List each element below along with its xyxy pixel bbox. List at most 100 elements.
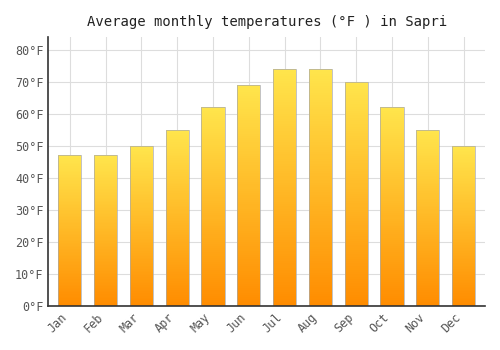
- Bar: [166, 294, 189, 295]
- Bar: [166, 262, 189, 264]
- Bar: [308, 244, 332, 247]
- Bar: [94, 270, 118, 271]
- Bar: [273, 199, 296, 202]
- Bar: [202, 199, 224, 201]
- Bar: [308, 247, 332, 249]
- Bar: [416, 202, 440, 204]
- Bar: [273, 86, 296, 88]
- Bar: [416, 253, 440, 255]
- Bar: [202, 282, 224, 284]
- Bar: [130, 146, 153, 147]
- Bar: [273, 95, 296, 98]
- Bar: [344, 216, 368, 218]
- Bar: [452, 269, 475, 271]
- Bar: [94, 169, 118, 170]
- Bar: [58, 164, 82, 166]
- Bar: [166, 216, 189, 218]
- Bar: [416, 212, 440, 214]
- Bar: [166, 179, 189, 181]
- Bar: [452, 188, 475, 189]
- Bar: [166, 198, 189, 200]
- Bar: [452, 224, 475, 226]
- Bar: [452, 301, 475, 303]
- Bar: [308, 119, 332, 121]
- Bar: [380, 294, 404, 296]
- Bar: [273, 223, 296, 225]
- Bar: [94, 271, 118, 273]
- Bar: [202, 143, 224, 145]
- Bar: [166, 301, 189, 302]
- Bar: [130, 266, 153, 267]
- Bar: [202, 179, 224, 181]
- Bar: [202, 258, 224, 260]
- Bar: [237, 275, 260, 277]
- Bar: [130, 237, 153, 239]
- Bar: [94, 172, 118, 174]
- Bar: [380, 141, 404, 143]
- Bar: [273, 249, 296, 251]
- Bar: [166, 271, 189, 272]
- Bar: [380, 224, 404, 226]
- Bar: [452, 152, 475, 154]
- Bar: [166, 181, 189, 183]
- Bar: [452, 277, 475, 279]
- Bar: [380, 211, 404, 212]
- Bar: [452, 184, 475, 186]
- Bar: [94, 155, 118, 157]
- Bar: [130, 269, 153, 271]
- Bar: [166, 292, 189, 294]
- Bar: [166, 304, 189, 306]
- Bar: [130, 304, 153, 306]
- Bar: [202, 169, 224, 171]
- Bar: [94, 225, 118, 226]
- Bar: [416, 169, 440, 170]
- Bar: [58, 232, 82, 234]
- Bar: [58, 279, 82, 280]
- Bar: [130, 255, 153, 256]
- Bar: [130, 267, 153, 269]
- Bar: [344, 95, 368, 98]
- Bar: [130, 175, 153, 176]
- Bar: [130, 231, 153, 232]
- Bar: [166, 195, 189, 197]
- Bar: [202, 246, 224, 248]
- Bar: [308, 199, 332, 202]
- Bar: [237, 264, 260, 266]
- Bar: [308, 218, 332, 220]
- Bar: [452, 216, 475, 218]
- Bar: [308, 254, 332, 256]
- Bar: [452, 290, 475, 292]
- Bar: [344, 277, 368, 279]
- Bar: [58, 283, 82, 285]
- Bar: [380, 234, 404, 236]
- Bar: [308, 235, 332, 237]
- Bar: [308, 100, 332, 102]
- Bar: [380, 240, 404, 242]
- Bar: [344, 120, 368, 122]
- Bar: [380, 236, 404, 238]
- Bar: [130, 154, 153, 155]
- Bar: [273, 133, 296, 135]
- Bar: [416, 229, 440, 230]
- Bar: [202, 240, 224, 242]
- Bar: [380, 217, 404, 218]
- Bar: [237, 90, 260, 92]
- Bar: [202, 238, 224, 240]
- Bar: [380, 201, 404, 203]
- Bar: [237, 112, 260, 114]
- Bar: [202, 157, 224, 159]
- Bar: [416, 255, 440, 257]
- Bar: [344, 236, 368, 239]
- Bar: [308, 214, 332, 216]
- Bar: [452, 192, 475, 194]
- Bar: [452, 180, 475, 181]
- Bar: [166, 149, 189, 151]
- Bar: [202, 232, 224, 234]
- Bar: [344, 272, 368, 274]
- Bar: [94, 268, 118, 270]
- Bar: [344, 176, 368, 178]
- Bar: [166, 209, 189, 211]
- Bar: [202, 230, 224, 232]
- Bar: [58, 238, 82, 240]
- Bar: [94, 161, 118, 163]
